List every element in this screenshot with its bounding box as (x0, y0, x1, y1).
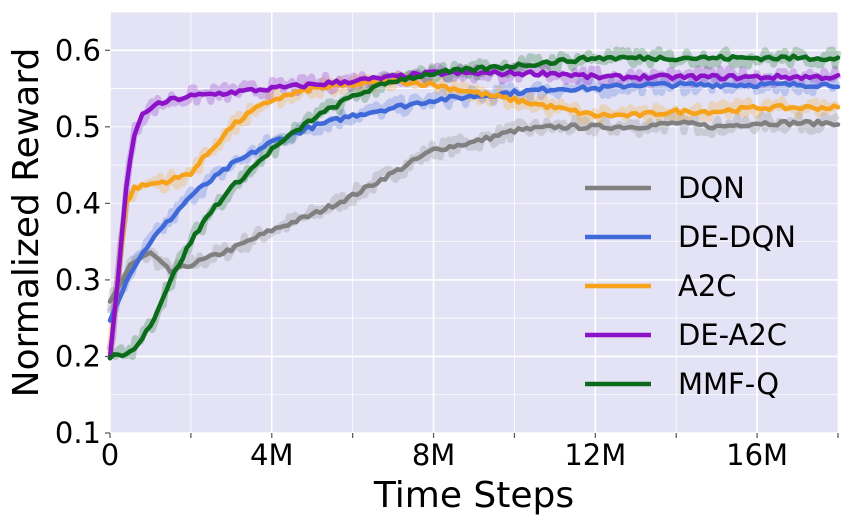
x-tick-label: 16M (726, 438, 788, 472)
legend-label-de-a2c: DE-A2C (678, 318, 787, 352)
x-tick-label: 0 (101, 438, 119, 472)
series-line-a2c (107, 77, 841, 360)
series-band-de-a2c (106, 62, 842, 351)
legend-label-dqn: DQN (678, 171, 745, 205)
series-line-mmf-q (107, 53, 841, 361)
x-tick-label: 12M (564, 438, 626, 472)
y-axis-label: Normalized Reward (6, 48, 47, 398)
legend: DQN DE-DQN A2C DE-A2C MMF-Q (585, 171, 796, 401)
series-band-mmf-q (108, 46, 842, 360)
y-tick-label: 0.4 (55, 186, 101, 220)
y-tick-label: 0.6 (55, 33, 101, 67)
legend-label-de-dqn: DE-DQN (678, 220, 796, 254)
series-line-dqn (107, 118, 841, 304)
legend-label-mmf-q: MMF-Q (678, 367, 779, 401)
series-lines (107, 53, 841, 361)
x-tick-label: 4M (250, 438, 293, 472)
series-line-de-dqn (107, 80, 841, 323)
y-tick-label: 0.3 (55, 263, 101, 297)
x-tick-label: 8M (412, 438, 455, 472)
x-axis-label: Time Steps (373, 475, 574, 516)
axis-ticks: 0 4M 8M 12M 16M 0.1 0.2 0.3 0.4 0.5 0.6 (55, 33, 839, 472)
y-tick-label: 0.2 (55, 339, 101, 373)
y-tick-label: 0.5 (55, 110, 101, 144)
y-tick-label: 0.1 (55, 416, 101, 450)
legend-label-a2c: A2C (678, 269, 737, 303)
